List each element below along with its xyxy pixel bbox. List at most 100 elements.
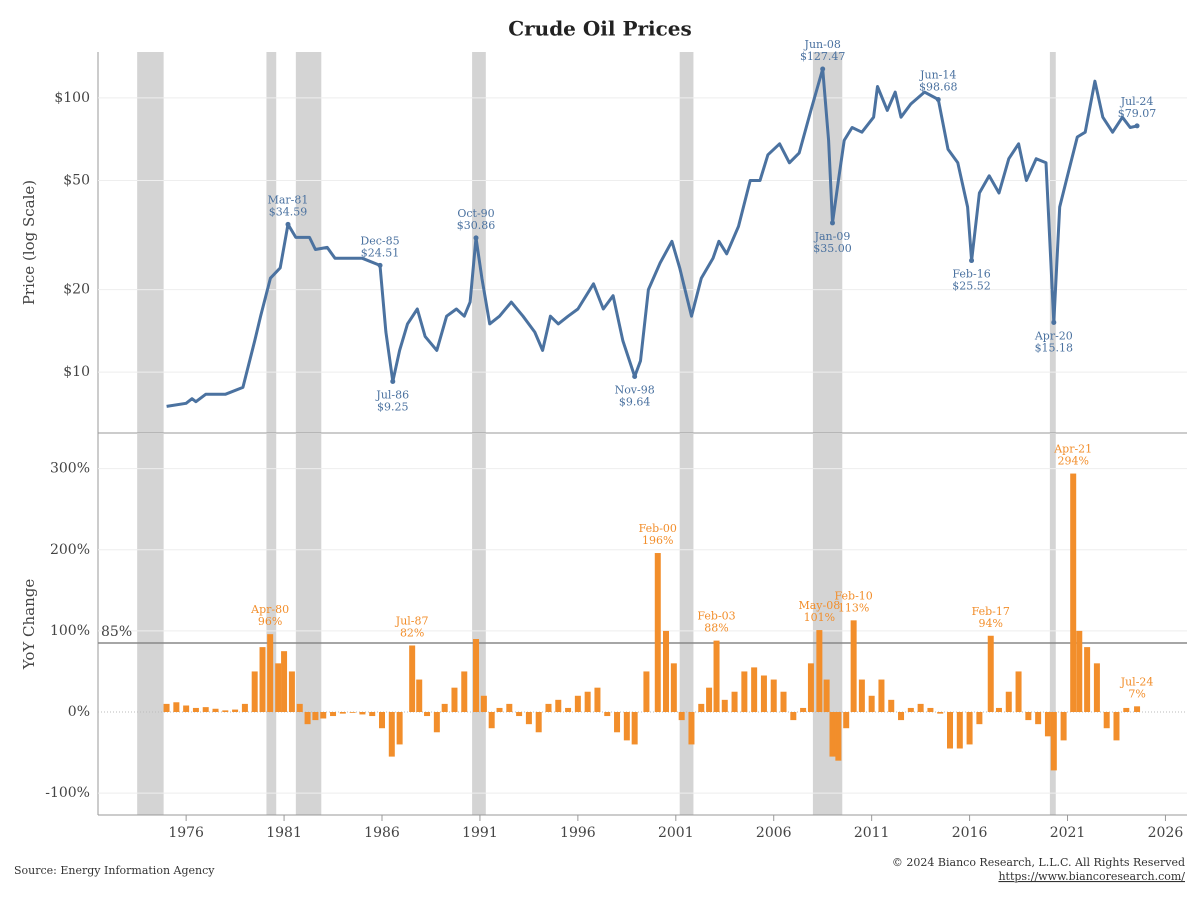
- bar: [927, 707, 934, 712]
- bar: [424, 711, 431, 717]
- value-label: 196%: [642, 534, 673, 547]
- bar: [212, 708, 219, 712]
- bar: [451, 687, 458, 712]
- bar: [1103, 711, 1110, 729]
- y-tick-label: 0%: [68, 704, 90, 720]
- recession-band: [266, 52, 277, 433]
- value-label: $9.64: [619, 396, 651, 409]
- point-marker: [829, 220, 835, 226]
- date-label: Apr-80: [250, 603, 289, 616]
- x-tick-label: 1986: [364, 825, 400, 841]
- bar: [937, 711, 944, 714]
- x-tick-label: 1991: [462, 825, 498, 841]
- x-tick-label: 1981: [266, 825, 302, 841]
- bar: [409, 645, 416, 712]
- bar: [888, 699, 895, 712]
- x-tick-label: 2011: [854, 825, 890, 841]
- recession-band: [295, 52, 322, 433]
- bar: [780, 691, 787, 712]
- recession-band: [679, 52, 694, 433]
- bar: [1035, 711, 1042, 725]
- bar: [907, 707, 914, 712]
- y-tick-label: -100%: [45, 785, 90, 801]
- date-label: Oct-90: [457, 207, 494, 220]
- bar: [976, 711, 983, 725]
- bar: [339, 711, 346, 714]
- bar: [898, 711, 905, 721]
- date-label: Feb-03: [697, 610, 735, 623]
- bar: [731, 691, 738, 712]
- bar: [1044, 711, 1051, 737]
- bar: [288, 671, 295, 712]
- x-tick-label: 2026: [1148, 825, 1184, 841]
- website-link[interactable]: https://www.biancoresearch.com/: [998, 870, 1185, 883]
- point-marker: [935, 96, 941, 102]
- bar: [987, 635, 994, 712]
- bar: [574, 695, 581, 712]
- point-marker: [1051, 319, 1057, 325]
- bar: [183, 705, 190, 712]
- date-label: May-08: [798, 599, 840, 612]
- bar: [663, 630, 670, 712]
- bar: [858, 679, 865, 712]
- bar: [721, 699, 728, 712]
- value-label: $9.25: [377, 400, 409, 413]
- bar: [614, 711, 621, 733]
- value-label: 7%: [1128, 687, 1145, 700]
- bar: [296, 703, 303, 712]
- value-label: $127.47: [800, 50, 846, 63]
- point-marker: [632, 374, 638, 380]
- recession-band: [137, 433, 164, 815]
- date-label: Apr-20: [1034, 329, 1073, 342]
- date-label: Jun-14: [919, 68, 956, 81]
- bar: [1015, 671, 1022, 712]
- bar: [878, 679, 885, 712]
- bar: [678, 711, 685, 721]
- y-axis-label: Price (log Scale): [20, 180, 38, 305]
- source: Source: Energy Information Agency: [14, 864, 215, 877]
- bar: [473, 639, 480, 712]
- x-tick-label: 1976: [168, 825, 204, 841]
- date-label: Mar-81: [268, 193, 309, 206]
- bar: [1025, 711, 1032, 721]
- bar: [698, 703, 705, 712]
- bar: [416, 679, 423, 712]
- bar: [713, 640, 720, 712]
- bar: [1060, 711, 1067, 741]
- point-marker: [1134, 123, 1140, 129]
- point-marker: [820, 66, 826, 72]
- bar: [173, 702, 180, 712]
- value-label: 88%: [704, 622, 728, 635]
- bar: [760, 675, 767, 712]
- bar: [670, 663, 677, 712]
- bar: [330, 711, 337, 717]
- bar: [706, 687, 713, 712]
- bar: [461, 671, 468, 712]
- date-label: Dec-85: [360, 234, 399, 247]
- date-label: Feb-10: [834, 589, 872, 602]
- value-label: $24.51: [361, 246, 400, 259]
- website-link-text[interactable]: https://www.biancoresearch.com/: [998, 870, 1185, 883]
- bar: [741, 671, 748, 712]
- bar: [956, 711, 963, 749]
- bar: [222, 710, 229, 712]
- bar: [850, 620, 857, 712]
- bar: [829, 711, 836, 757]
- bar: [1084, 647, 1091, 712]
- date-label: Jul-24: [1120, 675, 1154, 688]
- date-label: Jul-24: [1120, 95, 1154, 108]
- y-tick-label: $10: [63, 364, 90, 380]
- value-label: $30.86: [457, 219, 496, 232]
- y-axis-label: YoY Change: [20, 579, 38, 671]
- bar: [917, 703, 924, 712]
- recession-band: [679, 433, 694, 815]
- value-label: 101%: [804, 611, 835, 624]
- value-label: $15.18: [1035, 341, 1074, 354]
- value-label: $35.00: [813, 242, 852, 255]
- bar: [790, 711, 797, 721]
- bar: [232, 709, 239, 712]
- bar: [1113, 711, 1120, 741]
- recession-band: [1049, 52, 1056, 433]
- bar: [868, 695, 875, 712]
